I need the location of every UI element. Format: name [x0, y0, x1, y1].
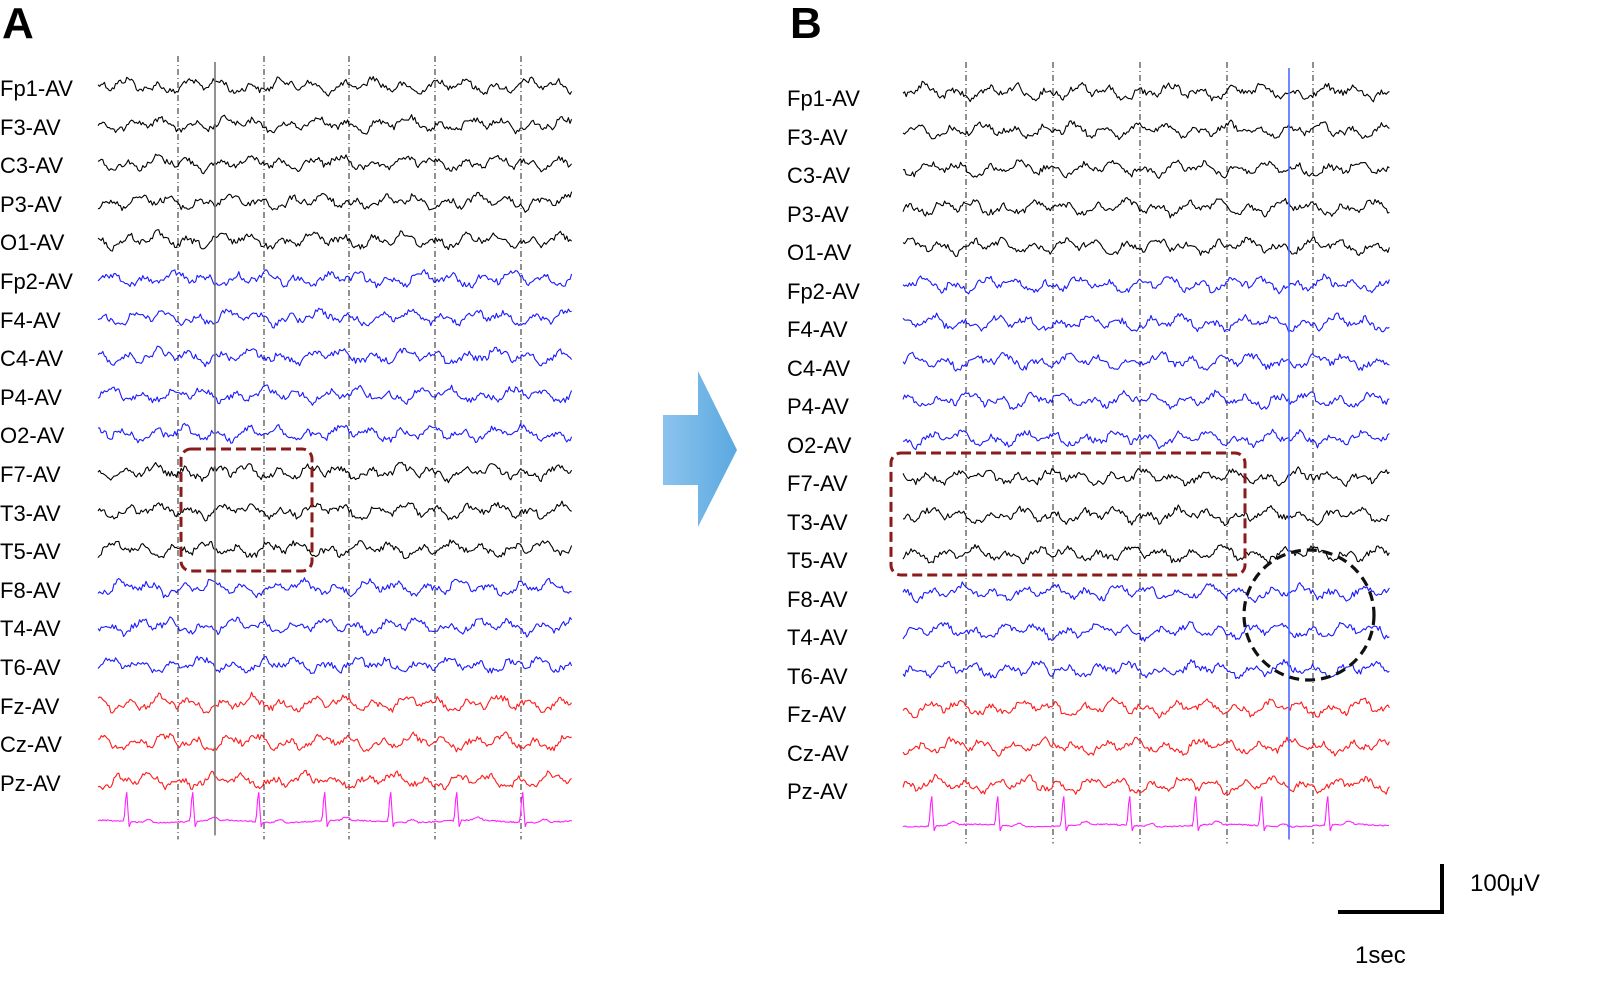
- eeg-trace: [97, 769, 572, 791]
- eeg-trace: [902, 736, 1390, 757]
- panel-a-letter: A: [2, 0, 34, 48]
- channel-label: O2-AV: [787, 432, 852, 458]
- panel-b-letter: B: [790, 0, 822, 48]
- channel-label: Fp1-AV: [0, 76, 73, 101]
- channel-label: C4-AV: [0, 346, 64, 372]
- eeg-trace: [97, 76, 573, 97]
- eeg-trace: [97, 114, 573, 135]
- channel-label: P4-AV: [787, 394, 849, 419]
- channel-label: Cz-AV: [0, 732, 62, 758]
- eeg-trace: [97, 461, 573, 484]
- channel-label: F3-AV: [787, 124, 848, 150]
- eeg-trace: [97, 616, 573, 638]
- channel-label: O1-AV: [787, 240, 852, 265]
- channel-label: F7-AV: [787, 471, 848, 496]
- highlight-box: [179, 447, 314, 573]
- eeg-trace: [902, 504, 1390, 527]
- channel-label: Fp2-AV: [787, 278, 860, 304]
- channel-label: T6-AV: [787, 663, 848, 689]
- eeg-trace: [97, 384, 573, 406]
- eeg-trace: [902, 273, 1390, 295]
- channel-label: Fz-AV: [787, 702, 847, 727]
- eeg-trace: [97, 229, 572, 252]
- eeg-trace: [902, 236, 1390, 258]
- eeg-trace: [902, 159, 1390, 179]
- eeg-trace: [902, 621, 1390, 642]
- channel-label: P4-AV: [0, 384, 62, 410]
- channel-label: F4-AV: [0, 307, 61, 333]
- eeg-trace: [97, 269, 573, 289]
- transition-arrow: [663, 371, 737, 527]
- eeg-trace: [902, 658, 1390, 680]
- channel-label: T3-AV: [787, 509, 848, 535]
- eeg-trace: [902, 197, 1390, 219]
- eeg-trace: [97, 307, 572, 329]
- eeg-trace: [902, 544, 1390, 565]
- channel-label: P3-AV: [787, 201, 849, 227]
- channel-label: F7-AV: [0, 462, 61, 487]
- ecg-trace: [902, 796, 1390, 832]
- eeg-trace: [902, 389, 1390, 410]
- eeg-trace: [902, 351, 1390, 372]
- eeg-trace: [902, 581, 1390, 604]
- channel-label: Cz-AV: [787, 740, 849, 766]
- channel-label: Pz-AV: [787, 779, 848, 804]
- eeg-trace: [97, 655, 573, 675]
- channel-label: T4-AV: [787, 625, 848, 650]
- channel-label: C3-AV: [787, 163, 851, 188]
- ecg-trace: [97, 792, 573, 827]
- channel-label: F3-AV: [0, 114, 61, 140]
- eeg-trace: [902, 773, 1390, 796]
- eeg-trace: [902, 696, 1390, 719]
- channel-label: T5-AV: [787, 548, 848, 573]
- highlight-circle: [1242, 548, 1376, 682]
- eeg-trace: [97, 500, 572, 522]
- eeg-trace: [902, 312, 1390, 333]
- channel-label: T4-AV: [0, 616, 61, 642]
- eeg-trace: [97, 577, 572, 599]
- channel-label: P3-AV: [0, 191, 62, 217]
- eeg-trace: [97, 422, 573, 444]
- eeg-trace: [902, 80, 1390, 103]
- eeg-trace: [902, 119, 1390, 141]
- eeg-trace: [97, 691, 573, 714]
- scale-bar: [1338, 864, 1444, 914]
- channel-label: Fp1-AV: [787, 86, 860, 111]
- eeg-trace: [902, 466, 1390, 488]
- eeg-trace: [97, 731, 572, 753]
- channel-label: T6-AV: [0, 655, 61, 680]
- scale-time-label: 1sec: [1355, 942, 1406, 969]
- channel-label: O1-AV: [0, 230, 65, 256]
- eeg-trace: [902, 428, 1390, 451]
- channel-label: C4-AV: [787, 355, 851, 381]
- channel-label: C3-AV: [0, 153, 64, 179]
- channel-label: F8-AV: [787, 586, 848, 612]
- eeg-trace: [97, 539, 573, 560]
- channel-label: Fp2-AV: [0, 269, 73, 294]
- channel-label: Pz-AV: [0, 770, 61, 796]
- eeg-trace: [97, 153, 573, 175]
- channel-label: F4-AV: [787, 317, 848, 342]
- channel-label: O2-AV: [0, 423, 65, 449]
- channel-label: T3-AV: [0, 500, 61, 526]
- channel-label: T5-AV: [0, 539, 61, 565]
- channel-label: Fz-AV: [0, 693, 60, 719]
- eeg-trace: [97, 191, 573, 213]
- scale-amplitude-label: 100μV: [1470, 870, 1540, 897]
- highlight-box: [889, 451, 1247, 577]
- channel-label: F8-AV: [0, 577, 61, 603]
- eeg-trace: [97, 345, 573, 368]
